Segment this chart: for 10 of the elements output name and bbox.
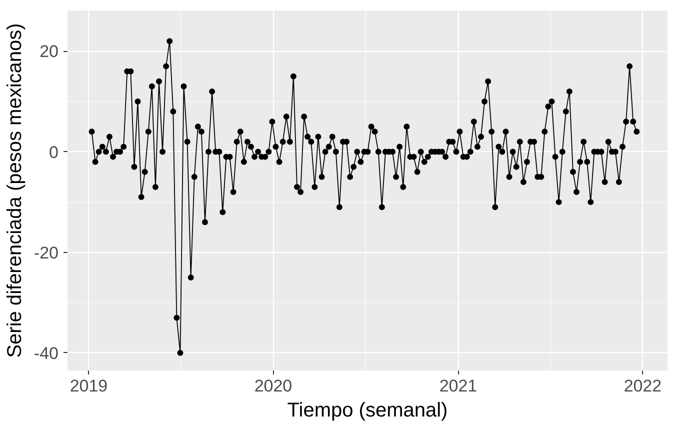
x-axis-title: Tiempo (semanal)	[287, 400, 448, 422]
y-tick-label: 0	[49, 142, 59, 162]
x-tick-label: 2020	[254, 376, 292, 396]
y-tick-label: -40	[34, 344, 59, 363]
x-tick-label: 2021	[439, 376, 478, 396]
x-tick-label: 2022	[624, 376, 662, 396]
y-tick-label: 20	[40, 42, 59, 62]
y-axis-title: Serie diferenciada (pesos mexicanos)	[4, 23, 26, 358]
y-tick-label: -20	[34, 243, 59, 262]
x-tick-label: 2019	[70, 376, 108, 396]
